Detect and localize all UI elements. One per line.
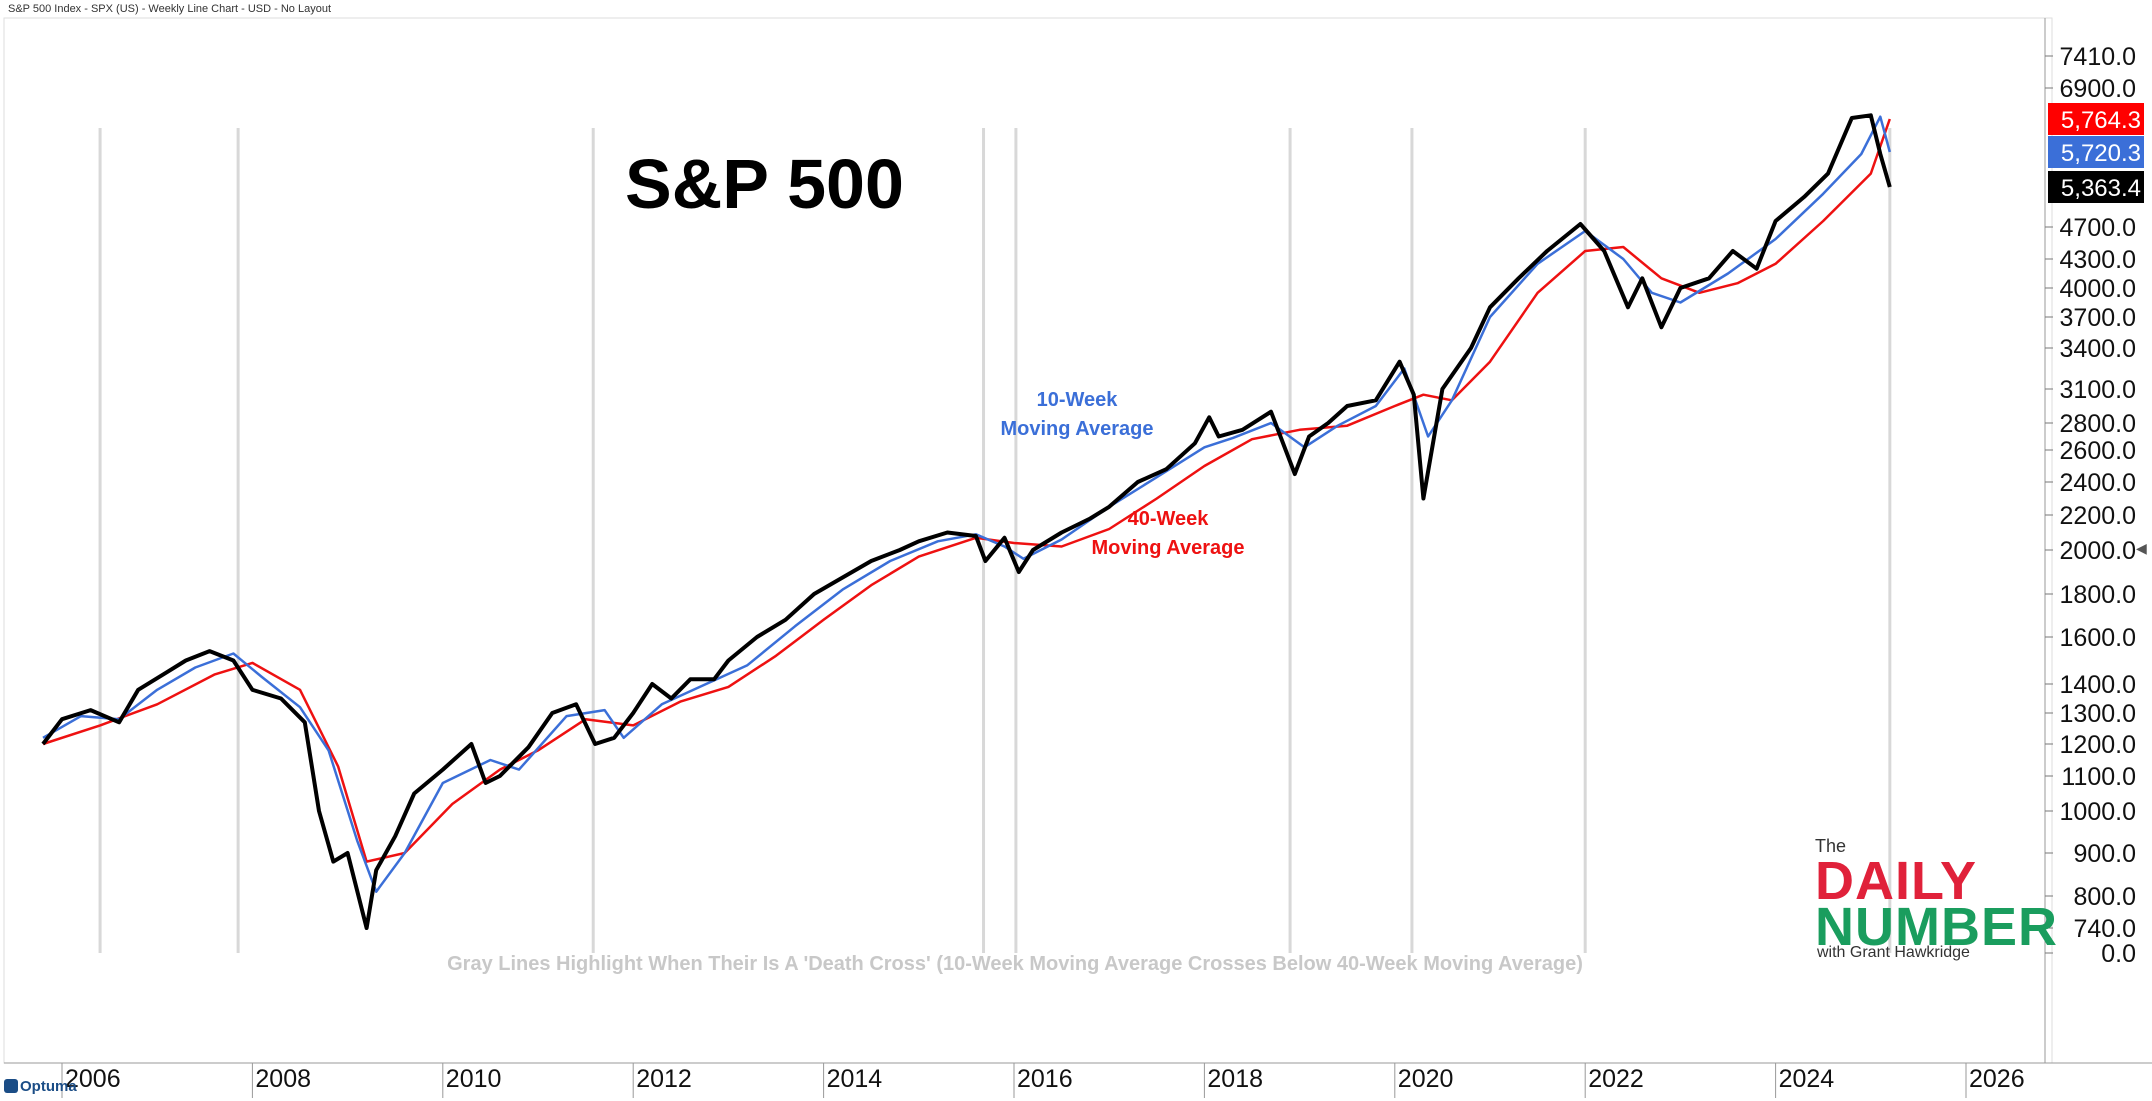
- last-value-badge-bg: [2048, 171, 2144, 203]
- x-tick-label: 2014: [827, 1065, 883, 1093]
- plot-frame: [3, 17, 2053, 1064]
- x-tick-label: 2016: [1017, 1065, 1073, 1093]
- daily-number-logo: The DAILY NUMBER with Grant Hawkridge: [1815, 836, 2058, 966]
- y-tick-label: 1000.0: [2060, 798, 2136, 826]
- x-tick-label: 2008: [255, 1065, 311, 1093]
- y-tick-label: 4700.0: [2060, 214, 2136, 242]
- y-tick-label: 0.0: [2101, 940, 2136, 968]
- y-tick-label: 740.0: [2073, 915, 2136, 943]
- logo-the-text: The: [1815, 836, 1847, 856]
- optuma-brand-text: Optuma: [20, 1078, 77, 1095]
- y-tick-label: 2600.0: [2060, 437, 2136, 465]
- optuma-logo-icon: [4, 1079, 18, 1093]
- y-tick-label: 1400.0: [2060, 671, 2136, 699]
- y-tick-label: 4000.0: [2060, 275, 2136, 303]
- ma10-annotation-line1: 10-Week: [1037, 389, 1119, 411]
- ma10-annotation-line2: Moving Average: [1001, 418, 1154, 440]
- last-value-badge-bg: [2048, 103, 2144, 135]
- x-tick-label: 2018: [1207, 1065, 1263, 1093]
- y-tick-label: 1100.0: [2061, 763, 2136, 791]
- last-value-badge-text: 5,720.3: [2061, 140, 2141, 167]
- y-tick-label: 2200.0: [2060, 502, 2136, 530]
- last-value-badge-text: 5,363.4: [2061, 175, 2141, 202]
- x-tick-label: 2006: [65, 1065, 121, 1093]
- y-tick-label: 2000.0: [2060, 537, 2136, 565]
- x-tick-label: 2022: [1588, 1065, 1644, 1093]
- logo-daily-text: DAILY: [1815, 851, 1978, 911]
- ma40-annotation-line2: Moving Average: [1092, 537, 1245, 559]
- y-tick-label: 2800.0: [2060, 410, 2136, 438]
- optuma-brand: Optuma: [4, 1078, 77, 1095]
- series-lines: [41, 113, 1892, 930]
- series-line-40-week-moving-average: [42, 118, 1891, 863]
- y-tick-label: 1800.0: [2060, 581, 2136, 609]
- series-line-10-week-moving-average: [42, 115, 1892, 893]
- logo-byline: with Grant Hawkridge: [1817, 944, 1970, 961]
- last-value-badges: 5,764.3 5,720.3 5,363.4: [2048, 103, 2144, 203]
- death-cross-footnote: Gray Lines Highlight When Their Is A 'De…: [447, 953, 1583, 975]
- y-tick-label: 1600.0: [2060, 624, 2136, 652]
- y-tick-label: 2400.0: [2060, 469, 2136, 497]
- death-cross-lines: [98, 128, 1892, 953]
- x-tick-label: 2026: [1969, 1065, 2025, 1093]
- ma40-annotation-line1: 40-Week: [1128, 508, 1210, 530]
- y-tick-label: 1200.0: [2060, 731, 2136, 759]
- y-tick-label: 3100.0: [2060, 376, 2136, 404]
- y-tick-label: 4300.0: [2060, 246, 2136, 274]
- last-value-badge-bg: [2048, 136, 2144, 168]
- logo-number-text: NUMBER: [1815, 897, 2058, 957]
- y-tick-label: 3700.0: [2060, 304, 2136, 332]
- y-tick-label: 900.0: [2073, 840, 2136, 868]
- y-tick-label: 800.0: [2073, 883, 2136, 911]
- x-tick-label: 2020: [1398, 1065, 1454, 1093]
- last-value-badge-text: 5,764.3: [2061, 107, 2141, 134]
- series-line-s-p-500: [41, 113, 1892, 930]
- y-tick-label: 6900.0: [2060, 75, 2136, 103]
- scroll-left-icon[interactable]: ◀: [2136, 540, 2147, 556]
- x-tick-label: 2012: [636, 1065, 692, 1093]
- x-tick-label: 2010: [446, 1065, 502, 1093]
- y-tick-label: 1300.0: [2060, 700, 2136, 728]
- x-tick-label: 2024: [1779, 1065, 1835, 1093]
- chart-title: S&P 500: [625, 145, 904, 223]
- chart-window-title: S&P 500 Index - SPX (US) - Weekly Line C…: [8, 3, 332, 15]
- y-tick-label: 3400.0: [2060, 335, 2136, 363]
- y-tick-label: 7410.0: [2060, 43, 2136, 71]
- time-axis: 2006 2008 2010 2012 2014 2016 2018 2020 2022 2024…: [61, 1063, 2025, 1098]
